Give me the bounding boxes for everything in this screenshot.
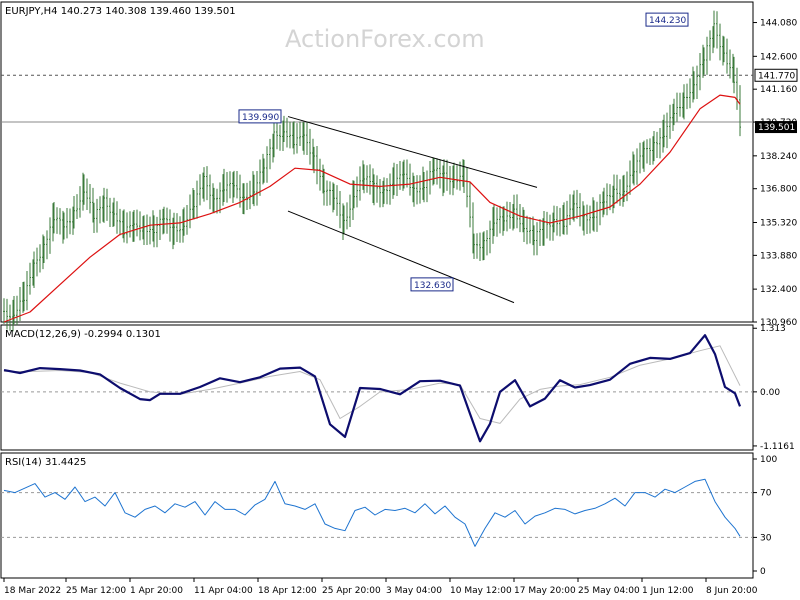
x-tick-label: 10 May 12:00 xyxy=(450,586,512,596)
y-tick-label: 142.600 xyxy=(760,52,797,62)
watermark: ActionForex.com xyxy=(285,25,485,53)
x-axis: 18 Mar 2022 25 Mar 12:00 1 Apr 20:00 11 Apr… xyxy=(3,578,758,596)
resistance-label: 141.770 xyxy=(758,71,795,81)
panel-frames xyxy=(0,1,754,579)
trendline xyxy=(287,210,515,304)
macd-panel: MACD(12,26,9) -0.2994 0.1301 1.313 0.00 -1.… xyxy=(1,324,795,452)
macd-y-tick-label: 1.313 xyxy=(760,324,786,334)
x-tick-label: 8 Jun 20:00 xyxy=(706,586,758,596)
panel-frame xyxy=(0,324,754,451)
panel-frame xyxy=(0,1,754,323)
macd-panel-title: MACD(12,26,9) -0.2994 0.1301 xyxy=(5,329,161,340)
x-tick-label: 11 Apr 04:00 xyxy=(194,586,253,596)
x-tick-label: 25 May 04:00 xyxy=(578,586,640,596)
x-tick-label: 1 Jun 12:00 xyxy=(642,586,694,596)
x-tick-label: 25 Apr 20:00 xyxy=(322,586,381,596)
price-annotation: 144.230 xyxy=(649,16,686,26)
panel-frame xyxy=(0,452,754,579)
price-annotation: 139.990 xyxy=(242,113,279,123)
y-tick-label: 144.080 xyxy=(760,19,797,29)
x-tick-label: 17 May 20:00 xyxy=(514,586,576,596)
trendline xyxy=(287,116,538,188)
x-tick-label: 1 Apr 20:00 xyxy=(130,586,183,596)
rsi-line xyxy=(3,478,741,547)
moving-average-line xyxy=(3,94,741,323)
price-annotation: 132.630 xyxy=(414,281,451,291)
current-price-label: 139.501 xyxy=(758,123,795,133)
y-tick-label: 132.400 xyxy=(760,285,797,295)
y-tick-label: 136.800 xyxy=(760,185,797,195)
x-tick-label: 18 Mar 2022 xyxy=(4,586,61,596)
rsi-y-tick-label: 70 xyxy=(760,489,772,499)
macd-y-tick-label: 0.00 xyxy=(760,388,780,398)
resistance-label-box xyxy=(754,68,798,82)
macd-y-tick-label: -1.1161 xyxy=(760,442,795,452)
y-tick-label: 130.960 xyxy=(760,318,797,328)
price-panel: EURJPY,H4 140.273 140.308 139.460 139.50… xyxy=(1,6,798,332)
rsi-y-tick-label: 100 xyxy=(760,455,777,465)
x-tick-label: 3 May 04:00 xyxy=(386,586,442,596)
rsi-panel-title: RSI(14) 31.4425 xyxy=(5,457,86,468)
current-price-box xyxy=(755,121,797,134)
y-tick-label: 133.880 xyxy=(760,251,797,261)
y-tick-label: 135.320 xyxy=(760,218,797,228)
x-tick-label: 18 Apr 12:00 xyxy=(258,586,317,596)
price-annotation-box xyxy=(645,12,689,27)
price-annotation-box xyxy=(410,277,454,292)
macd-line xyxy=(3,334,742,443)
y-tick-label: 141.160 xyxy=(760,85,797,95)
price-annotation-box xyxy=(238,109,282,124)
rsi-panel: RSI(14) 31.4425 100 70 30 0 xyxy=(1,455,777,577)
rsi-y-tick-label: 0 xyxy=(760,567,766,577)
y-tick-label: 138.240 xyxy=(760,152,797,162)
x-tick-label: 25 Mar 12:00 xyxy=(66,586,126,596)
rsi-y-tick-label: 30 xyxy=(760,533,772,543)
price-panel-title: EURJPY,H4 140.273 140.308 139.460 139.50… xyxy=(5,6,236,17)
